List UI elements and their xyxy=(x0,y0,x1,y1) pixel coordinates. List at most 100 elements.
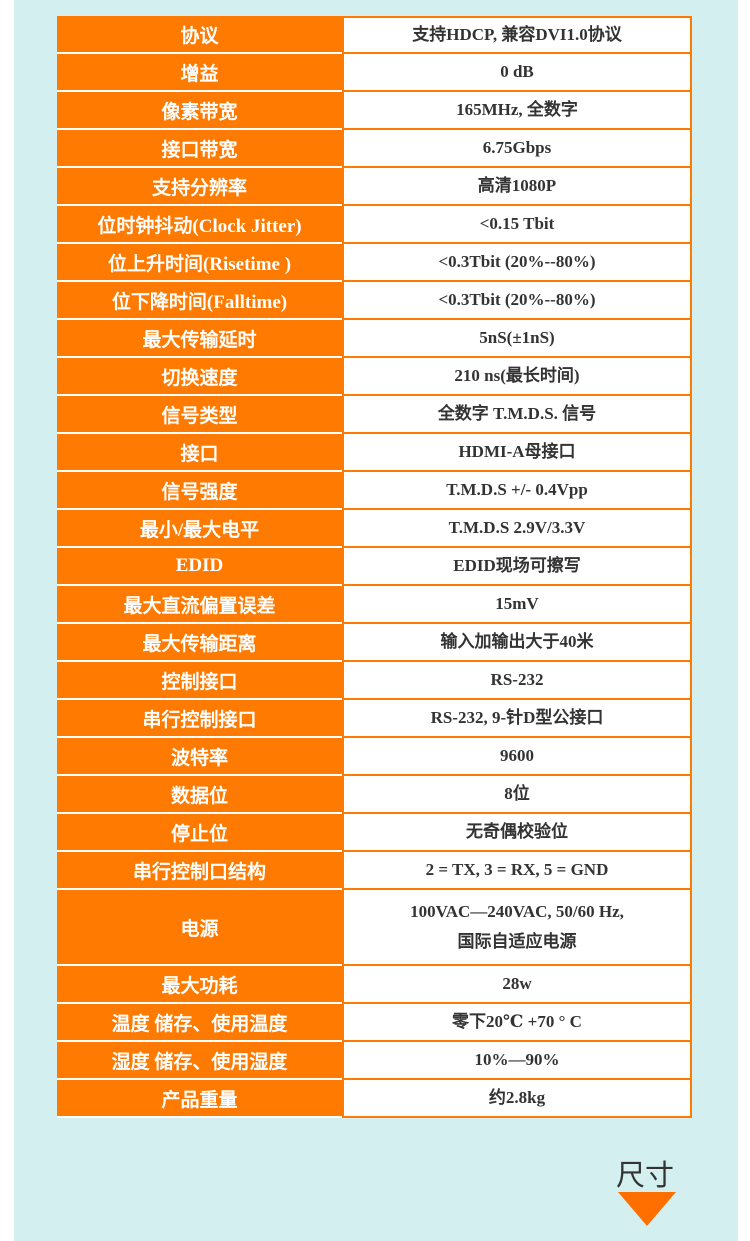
spec-row: 产品重量 约2.8kg xyxy=(57,1080,692,1118)
spec-value-line: <0.3Tbit (20%--80%) xyxy=(438,290,596,309)
spec-value-line: <0.3Tbit (20%--80%) xyxy=(438,252,596,271)
spec-value: 15mV xyxy=(342,586,692,624)
spec-label: 温度 储存、使用温度 xyxy=(57,1004,342,1042)
spec-row: 最大功耗 28w xyxy=(57,966,692,1004)
spec-row: EDID EDID现场可擦写 xyxy=(57,548,692,586)
spec-row: 串行控制口结构 2 = TX, 3 = RX, 5 = GND xyxy=(57,852,692,890)
spec-value-line: 无奇偶校验位 xyxy=(466,822,568,841)
spec-row: 最大传输距离 输入加输出大于40米 xyxy=(57,624,692,662)
spec-label: 接口 xyxy=(57,434,342,472)
spec-value: T.M.D.S 2.9V/3.3V xyxy=(342,510,692,548)
spec-value: 6.75Gbps xyxy=(342,130,692,168)
spec-value: 28w xyxy=(342,966,692,1004)
spec-row: 数据位 8位 xyxy=(57,776,692,814)
spec-label: 接口带宽 xyxy=(57,130,342,168)
spec-value: 100VAC—240VAC, 50/60 Hz, 国际自适应电源 xyxy=(342,890,692,966)
spec-label: 串行控制口结构 xyxy=(57,852,342,890)
spec-row: 位下降时间(Falltime) <0.3Tbit (20%--80%) xyxy=(57,282,692,320)
spec-label: 协议 xyxy=(57,16,342,54)
spec-label: 像素带宽 xyxy=(57,92,342,130)
spec-label: 最大传输距离 xyxy=(57,624,342,662)
spec-row: 接口带宽 6.75Gbps xyxy=(57,130,692,168)
spec-value: 2 = TX, 3 = RX, 5 = GND xyxy=(342,852,692,890)
spec-value-line: 8位 xyxy=(504,784,530,803)
spec-value-line: HDMI-A母接口 xyxy=(458,442,576,461)
spec-label: 波特率 xyxy=(57,738,342,776)
spec-value-line: 支持HDCP, 兼容DVI1.0协议 xyxy=(412,25,622,44)
spec-row: 最大直流偏置误差 15mV xyxy=(57,586,692,624)
spec-value: 输入加输出大于40米 xyxy=(342,624,692,662)
spec-row: 控制接口 RS-232 xyxy=(57,662,692,700)
spec-label: 信号类型 xyxy=(57,396,342,434)
spec-value-line: RS-232, 9-针D型公接口 xyxy=(430,708,604,727)
spec-row: 湿度 储存、使用湿度 10%—90% xyxy=(57,1042,692,1080)
spec-value-line: 全数字 T.M.D.S. 信号 xyxy=(437,404,597,423)
spec-value: RS-232 xyxy=(342,662,692,700)
spec-row: 最大传输延时 5nS(±1nS) xyxy=(57,320,692,358)
spec-value-line: 2 = TX, 3 = RX, 5 = GND xyxy=(425,860,609,879)
spec-label: 控制接口 xyxy=(57,662,342,700)
spec-value-line: 165MHz, 全数字 xyxy=(456,100,578,119)
spec-value-line: 约2.8kg xyxy=(488,1088,546,1107)
spec-value-line: T.M.D.S 2.9V/3.3V xyxy=(448,518,586,537)
spec-value-line: 5nS(±1nS) xyxy=(479,328,555,347)
spec-row: 协议 支持HDCP, 兼容DVI1.0协议 xyxy=(57,16,692,54)
spec-row: 接口 HDMI-A母接口 xyxy=(57,434,692,472)
spec-label: 位时钟抖动(Clock Jitter) xyxy=(57,206,342,244)
spec-label: 切换速度 xyxy=(57,358,342,396)
spec-value-line: 国际自适应电源 xyxy=(457,932,577,951)
spec-label: 最大功耗 xyxy=(57,966,342,1004)
spec-value-line: 100VAC—240VAC, 50/60 Hz, xyxy=(410,902,624,921)
spec-row: 切换速度 210 ns(最长时间) xyxy=(57,358,692,396)
spec-label: 电源 xyxy=(57,890,342,966)
section-title: 尺寸 xyxy=(616,1158,675,1192)
spec-label: 信号强度 xyxy=(57,472,342,510)
spec-value: 9600 xyxy=(342,738,692,776)
spec-table: 协议 支持HDCP, 兼容DVI1.0协议增益 0 dB 像素带宽 165MHz, 全数… xyxy=(57,16,692,1118)
spec-value: 零下20℃ +70 ° C xyxy=(342,1004,692,1042)
spec-label: 数据位 xyxy=(57,776,342,814)
spec-row: 信号类型 全数字 T.M.D.S. 信号 xyxy=(57,396,692,434)
spec-label: 产品重量 xyxy=(57,1080,342,1118)
spec-value: 支持HDCP, 兼容DVI1.0协议 xyxy=(342,16,692,54)
spec-row: 像素带宽 165MHz, 全数字 xyxy=(57,92,692,130)
spec-value-line: 9600 xyxy=(500,746,534,765)
spec-value: HDMI-A母接口 xyxy=(342,434,692,472)
spec-row: 最小/最大电平 T.M.D.S 2.9V/3.3V xyxy=(57,510,692,548)
spec-value-line: RS-232 xyxy=(490,670,544,689)
spec-value-line: 10%—90% xyxy=(474,1050,560,1069)
spec-label: 串行控制接口 xyxy=(57,700,342,738)
spec-label: EDID xyxy=(57,548,342,586)
spec-value: 10%—90% xyxy=(342,1042,692,1080)
spec-row: 串行控制接口 RS-232, 9-针D型公接口 xyxy=(57,700,692,738)
spec-row: 位上升时间(Risetime ) <0.3Tbit (20%--80%) xyxy=(57,244,692,282)
spec-value-line: 0 dB xyxy=(500,62,534,81)
spec-row: 增益 0 dB xyxy=(57,54,692,92)
spec-label: 湿度 储存、使用湿度 xyxy=(57,1042,342,1080)
spec-value: EDID现场可擦写 xyxy=(342,548,692,586)
spec-label: 停止位 xyxy=(57,814,342,852)
spec-value: <0.3Tbit (20%--80%) xyxy=(342,244,692,282)
spec-value-line: EDID现场可擦写 xyxy=(453,556,581,575)
spec-value-line: 28w xyxy=(502,974,532,993)
spec-label: 增益 xyxy=(57,54,342,92)
spec-row: 电源 100VAC—240VAC, 50/60 Hz, 国际自适应电源 xyxy=(57,890,692,966)
spec-row: 波特率 9600 xyxy=(57,738,692,776)
spec-value-line: 零下20℃ +70 ° C xyxy=(452,1012,582,1031)
spec-label: 位上升时间(Risetime ) xyxy=(57,244,342,282)
spec-label: 最大传输延时 xyxy=(57,320,342,358)
spec-label: 支持分辨率 xyxy=(57,168,342,206)
spec-value-line: <0.15 Tbit xyxy=(479,214,555,233)
spec-value: 全数字 T.M.D.S. 信号 xyxy=(342,396,692,434)
spec-value: 无奇偶校验位 xyxy=(342,814,692,852)
spec-row: 信号强度 T.M.D.S +/- 0.4Vpp xyxy=(57,472,692,510)
spec-value: 高清1080P xyxy=(342,168,692,206)
spec-value-line: 15mV xyxy=(495,594,539,613)
spec-value: T.M.D.S +/- 0.4Vpp xyxy=(342,472,692,510)
spec-value: <0.3Tbit (20%--80%) xyxy=(342,282,692,320)
spec-row: 支持分辨率 高清1080P xyxy=(57,168,692,206)
spec-value: 8位 xyxy=(342,776,692,814)
spec-label: 位下降时间(Falltime) xyxy=(57,282,342,320)
spec-row: 温度 储存、使用温度 零下20℃ +70 ° C xyxy=(57,1004,692,1042)
spec-row: 停止位 无奇偶校验位 xyxy=(57,814,692,852)
